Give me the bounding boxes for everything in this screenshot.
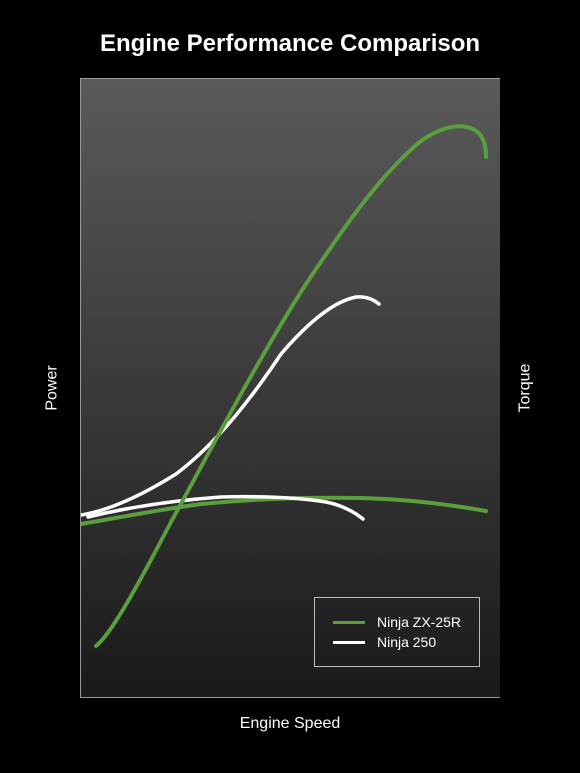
- legend-item-zx25r: Ninja ZX-25R: [333, 614, 461, 630]
- plot-area: Ninja ZX-25R Ninja 250: [80, 78, 500, 698]
- legend-label-ninja250: Ninja 250: [377, 634, 436, 650]
- zx25r-torque-curve: [81, 498, 486, 524]
- legend-swatch-ninja250: [333, 641, 365, 644]
- legend: Ninja ZX-25R Ninja 250: [314, 597, 480, 667]
- legend-item-ninja250: Ninja 250: [333, 634, 461, 650]
- ninja250-power-curve: [81, 297, 379, 515]
- chart-title: Engine Performance Comparison: [0, 0, 580, 78]
- zx25r-power-curve: [96, 126, 486, 646]
- x-axis-label: Engine Speed: [240, 715, 341, 733]
- chart-container: Ninja ZX-25R Ninja 250 Power Torque Engi…: [80, 78, 500, 698]
- legend-swatch-zx25r: [333, 621, 365, 624]
- y-axis-left-label: Power: [44, 365, 62, 410]
- legend-label-zx25r: Ninja ZX-25R: [377, 614, 461, 630]
- y-axis-right-label: Torque: [517, 364, 535, 413]
